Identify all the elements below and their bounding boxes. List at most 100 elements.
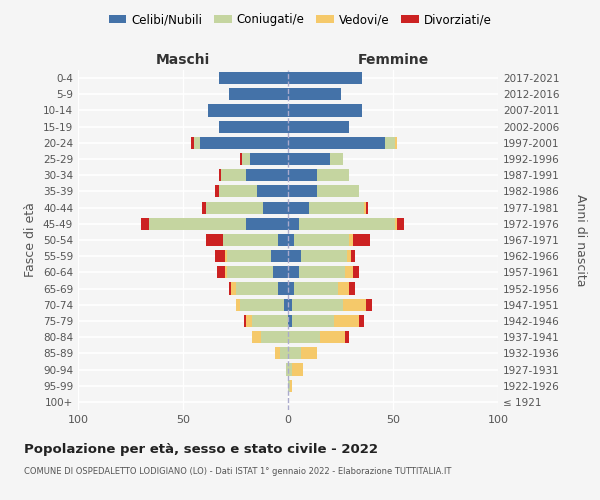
- Bar: [244, 315, 246, 327]
- Bar: [218, 120, 288, 132]
- Bar: [288, 202, 309, 213]
- Bar: [235, 282, 277, 294]
- Text: Popolazione per età, sesso e stato civile - 2022: Popolazione per età, sesso e stato civil…: [24, 442, 378, 456]
- Bar: [288, 234, 295, 246]
- Bar: [217, 266, 225, 278]
- Bar: [299, 218, 395, 230]
- Bar: [200, 137, 288, 149]
- Bar: [240, 153, 242, 165]
- Bar: [288, 137, 385, 149]
- Text: COMUNE DI OSPEDALETTO LODIGIANO (LO) - Dati ISTAT 1° gennaio 2022 - Elaborazione: COMUNE DI OSPEDALETTO LODIGIANO (LO) - D…: [24, 468, 451, 476]
- Bar: [292, 298, 343, 311]
- Bar: [232, 282, 235, 294]
- Bar: [235, 298, 240, 311]
- Bar: [351, 250, 355, 262]
- Bar: [299, 266, 344, 278]
- Bar: [364, 202, 366, 213]
- Bar: [246, 169, 288, 181]
- Bar: [218, 186, 257, 198]
- Y-axis label: Anni di nascita: Anni di nascita: [574, 194, 587, 286]
- Bar: [353, 234, 370, 246]
- Bar: [288, 186, 317, 198]
- Bar: [301, 250, 347, 262]
- Bar: [252, 315, 288, 327]
- Bar: [288, 218, 299, 230]
- Bar: [250, 153, 288, 165]
- Bar: [225, 266, 227, 278]
- Bar: [229, 88, 288, 101]
- Bar: [286, 364, 288, 376]
- Bar: [317, 186, 359, 198]
- Bar: [295, 234, 349, 246]
- Bar: [353, 266, 359, 278]
- Bar: [242, 153, 250, 165]
- Bar: [141, 218, 149, 230]
- Bar: [215, 186, 218, 198]
- Bar: [288, 331, 320, 343]
- Bar: [395, 137, 397, 149]
- Bar: [240, 298, 284, 311]
- Bar: [343, 298, 366, 311]
- Bar: [288, 104, 361, 117]
- Bar: [257, 186, 288, 198]
- Bar: [347, 250, 351, 262]
- Bar: [309, 202, 364, 213]
- Bar: [288, 120, 349, 132]
- Bar: [288, 88, 341, 101]
- Bar: [295, 282, 338, 294]
- Bar: [246, 315, 252, 327]
- Text: Maschi: Maschi: [156, 53, 210, 67]
- Bar: [345, 266, 353, 278]
- Bar: [277, 234, 288, 246]
- Bar: [274, 266, 288, 278]
- Bar: [206, 234, 223, 246]
- Bar: [280, 348, 288, 360]
- Bar: [223, 234, 277, 246]
- Bar: [320, 331, 344, 343]
- Bar: [288, 380, 290, 392]
- Bar: [218, 72, 288, 84]
- Bar: [191, 137, 193, 149]
- Bar: [338, 282, 349, 294]
- Bar: [330, 153, 343, 165]
- Bar: [288, 169, 317, 181]
- Bar: [218, 169, 221, 181]
- Bar: [317, 169, 349, 181]
- Y-axis label: Fasce di età: Fasce di età: [25, 202, 37, 278]
- Legend: Celibi/Nubili, Coniugati/e, Vedovi/e, Divorziati/e: Celibi/Nubili, Coniugati/e, Vedovi/e, Di…: [104, 8, 496, 31]
- Bar: [288, 298, 292, 311]
- Bar: [288, 364, 292, 376]
- Bar: [397, 218, 404, 230]
- Bar: [229, 282, 232, 294]
- Bar: [292, 364, 303, 376]
- Bar: [215, 250, 225, 262]
- Bar: [227, 250, 271, 262]
- Bar: [288, 348, 301, 360]
- Bar: [288, 266, 299, 278]
- Bar: [206, 202, 263, 213]
- Bar: [288, 250, 301, 262]
- Bar: [246, 218, 288, 230]
- Bar: [288, 72, 361, 84]
- Bar: [292, 315, 334, 327]
- Bar: [359, 315, 364, 327]
- Bar: [366, 202, 368, 213]
- Bar: [301, 348, 317, 360]
- Bar: [288, 153, 330, 165]
- Bar: [202, 202, 206, 213]
- Bar: [221, 169, 246, 181]
- Bar: [395, 218, 397, 230]
- Bar: [252, 331, 260, 343]
- Bar: [349, 282, 355, 294]
- Bar: [263, 202, 288, 213]
- Bar: [208, 104, 288, 117]
- Bar: [334, 315, 359, 327]
- Bar: [345, 331, 349, 343]
- Bar: [275, 348, 280, 360]
- Bar: [349, 234, 353, 246]
- Bar: [284, 298, 288, 311]
- Bar: [290, 380, 292, 392]
- Bar: [149, 218, 246, 230]
- Bar: [260, 331, 288, 343]
- Bar: [366, 298, 372, 311]
